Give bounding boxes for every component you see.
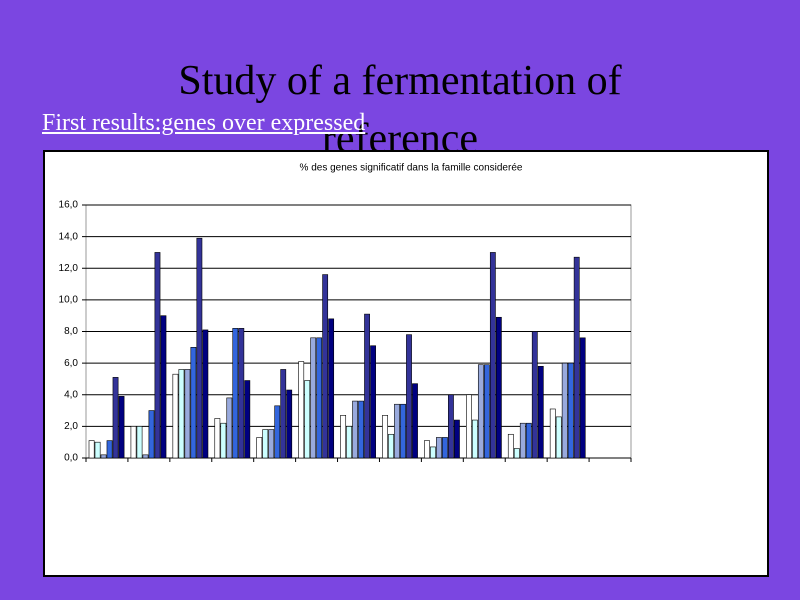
bar: [172, 373, 179, 459]
bar: [328, 318, 335, 459]
bar: [489, 252, 496, 459]
bar: [364, 313, 370, 459]
bar: [214, 418, 221, 459]
bar: [549, 408, 556, 459]
bar: [310, 337, 317, 459]
bar: [454, 419, 460, 459]
bar: [555, 416, 562, 459]
bar: [394, 403, 400, 459]
bar: [430, 446, 436, 459]
bar: [238, 328, 245, 459]
bar: [178, 369, 185, 459]
bar: [513, 448, 520, 459]
bar: [531, 331, 538, 459]
bar: [130, 426, 137, 459]
bar: [400, 403, 406, 459]
bar: [448, 394, 454, 459]
bar: [142, 454, 149, 459]
bar: [88, 440, 95, 459]
y-tick-label: 14,0: [59, 231, 79, 242]
y-tick-label: 6,0: [64, 358, 78, 369]
bar: [471, 419, 478, 459]
bar: [382, 415, 388, 459]
bar: [424, 440, 430, 459]
bar: [561, 362, 568, 459]
slide-subtitle: First results:genes over expressed: [42, 110, 366, 136]
bar: [304, 380, 311, 459]
bar: [483, 364, 490, 459]
y-tick-label: 4,0: [64, 389, 78, 400]
bar: [442, 437, 448, 459]
bar: [370, 345, 376, 459]
bar: [112, 377, 119, 459]
bar: [519, 422, 526, 459]
bar: [196, 237, 203, 459]
bar: [154, 252, 161, 459]
chart: % des genes significatif dans la famille…: [43, 150, 769, 577]
bar: [274, 405, 281, 459]
bar: [567, 362, 574, 459]
bar: [184, 369, 191, 459]
bar: [322, 274, 329, 459]
y-tick-label: 2,0: [64, 421, 78, 432]
bar: [148, 410, 155, 459]
bar: [100, 454, 107, 459]
bar: [316, 337, 323, 459]
bar: [358, 400, 364, 459]
bar: [579, 337, 586, 459]
bar: [106, 440, 113, 459]
bar: [298, 361, 305, 459]
bar: [525, 422, 532, 459]
bar: [412, 383, 418, 459]
bar: [94, 441, 101, 459]
y-tick-label: 8,0: [64, 326, 78, 337]
y-tick-label: 10,0: [59, 295, 79, 306]
bar: [118, 396, 125, 459]
bar: [346, 426, 353, 459]
bar: [537, 365, 544, 459]
bar: [256, 437, 263, 459]
bar: [507, 433, 514, 459]
bar: [280, 369, 287, 459]
bar: [573, 256, 580, 459]
bar: [340, 415, 347, 459]
y-tick-label: 16,0: [59, 200, 79, 211]
bar: [388, 433, 394, 459]
bar: [202, 329, 209, 459]
bar: [226, 397, 233, 459]
bar: [136, 426, 143, 459]
bar: [244, 380, 251, 459]
bar: [190, 347, 197, 459]
bar: [262, 429, 269, 459]
bar: [220, 422, 227, 459]
y-tick-label: 0,0: [64, 453, 78, 464]
bar: [477, 364, 484, 459]
bar: [352, 400, 358, 459]
bar: [495, 316, 502, 459]
bar: [160, 315, 167, 459]
bar: [406, 334, 412, 459]
bar: [466, 394, 472, 459]
bar: [232, 328, 239, 459]
slide-title: Study of a fermentation of reference: [178, 58, 622, 162]
bar: [436, 437, 442, 459]
chart-title: % des genes significatif dans la famille…: [300, 163, 523, 174]
bar: [286, 389, 293, 459]
y-tick-label: 12,0: [59, 263, 79, 274]
bar: [268, 429, 275, 459]
